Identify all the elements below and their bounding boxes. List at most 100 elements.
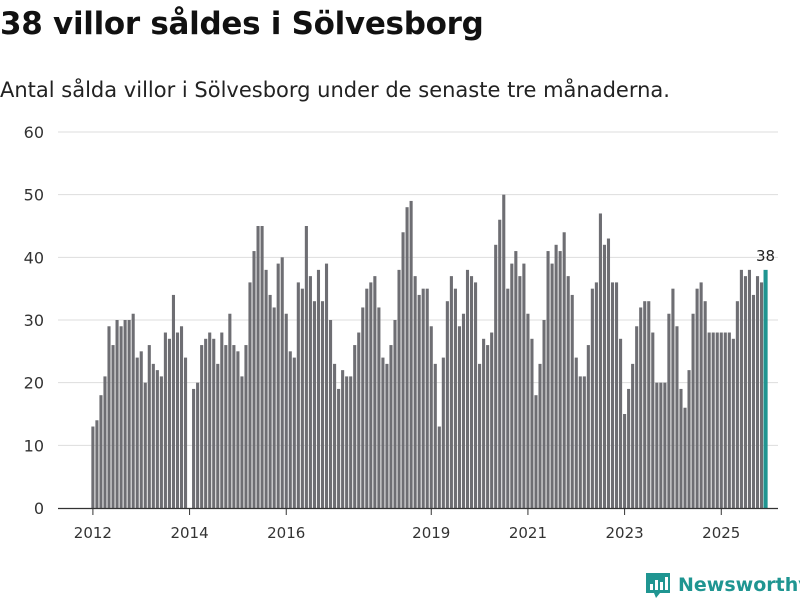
bar <box>453 288 457 508</box>
bar <box>409 200 413 508</box>
bar <box>115 320 119 508</box>
bar <box>429 326 433 508</box>
bar <box>498 219 502 509</box>
bar <box>715 332 719 508</box>
bar <box>119 326 123 508</box>
bar <box>723 332 727 508</box>
bar <box>171 294 176 508</box>
bar <box>365 288 369 508</box>
bar <box>743 276 747 508</box>
bar <box>490 332 494 508</box>
bar <box>373 276 377 508</box>
bar <box>727 332 731 508</box>
bar <box>268 294 272 508</box>
bar <box>522 263 526 508</box>
bar <box>598 213 602 508</box>
bar <box>288 351 292 508</box>
bar <box>353 345 357 508</box>
bar <box>751 294 756 508</box>
bar <box>574 357 578 508</box>
bar <box>304 226 308 508</box>
bar <box>95 420 99 508</box>
bar <box>667 313 671 508</box>
bar <box>320 301 325 508</box>
bar <box>401 232 405 508</box>
bar <box>244 345 248 508</box>
bar <box>151 363 155 508</box>
bar <box>739 269 743 508</box>
bar <box>663 382 667 508</box>
bar <box>393 320 397 508</box>
bar <box>635 326 639 508</box>
bar <box>582 376 586 508</box>
x-tick-label: 2012 <box>74 524 112 542</box>
bar <box>502 194 506 509</box>
bar <box>280 257 284 508</box>
x-tick-label: 2025 <box>702 524 740 542</box>
bar <box>602 244 607 509</box>
bar <box>510 263 514 508</box>
bar <box>675 326 679 508</box>
bar <box>647 301 651 508</box>
bar <box>643 301 647 508</box>
bar <box>570 294 574 508</box>
y-tick-label: 40 <box>24 248 44 267</box>
labels: 0 10 20 30 40 50 60 2012 2014 2016 2019 2021 2023 202… <box>24 123 775 542</box>
bar <box>369 282 373 508</box>
bar <box>183 357 188 508</box>
bar <box>482 338 486 508</box>
bar <box>760 282 764 508</box>
bar <box>606 238 611 508</box>
bar <box>131 313 135 508</box>
bar <box>333 363 337 508</box>
bar <box>550 263 554 508</box>
x-tick-label: 2019 <box>412 524 450 542</box>
bar <box>679 388 683 508</box>
bar <box>361 307 365 508</box>
bar <box>631 363 635 508</box>
bar <box>546 251 550 508</box>
bar <box>627 388 631 508</box>
bar <box>284 313 288 508</box>
bar <box>300 288 304 508</box>
bar <box>236 351 240 508</box>
bar <box>437 426 441 508</box>
bar <box>167 338 171 508</box>
bar <box>135 357 139 508</box>
bar <box>175 332 180 508</box>
bar <box>659 382 663 508</box>
bar <box>558 251 562 508</box>
bar <box>103 376 107 508</box>
latest-value-label: 38 <box>756 247 775 265</box>
bar <box>276 263 280 508</box>
bar <box>413 276 417 508</box>
chart-subtitle: Antal sålda villor i Sölvesborg under de… <box>0 78 670 102</box>
bar <box>341 370 345 508</box>
bar <box>308 276 312 508</box>
bar <box>449 276 453 508</box>
bar <box>91 426 95 508</box>
bar <box>538 363 542 508</box>
bar <box>461 313 466 508</box>
bar <box>594 282 598 508</box>
brand-logo[interactable]: Newsworthy <box>644 570 800 600</box>
bar <box>159 376 163 508</box>
bar <box>324 263 329 508</box>
bar <box>256 226 260 508</box>
bar <box>228 313 232 508</box>
bar <box>703 301 707 508</box>
bar <box>671 288 675 508</box>
bar <box>566 276 570 508</box>
bar <box>224 345 228 508</box>
y-tick-label: 20 <box>24 374 44 393</box>
bar <box>562 232 566 508</box>
bar <box>755 276 760 508</box>
x-tick-label: 2016 <box>267 524 305 542</box>
bar <box>534 395 538 508</box>
bar <box>421 288 425 508</box>
bar <box>200 345 204 508</box>
bar <box>514 251 518 508</box>
bar <box>147 345 151 508</box>
bar <box>691 313 695 508</box>
bar <box>590 288 594 508</box>
